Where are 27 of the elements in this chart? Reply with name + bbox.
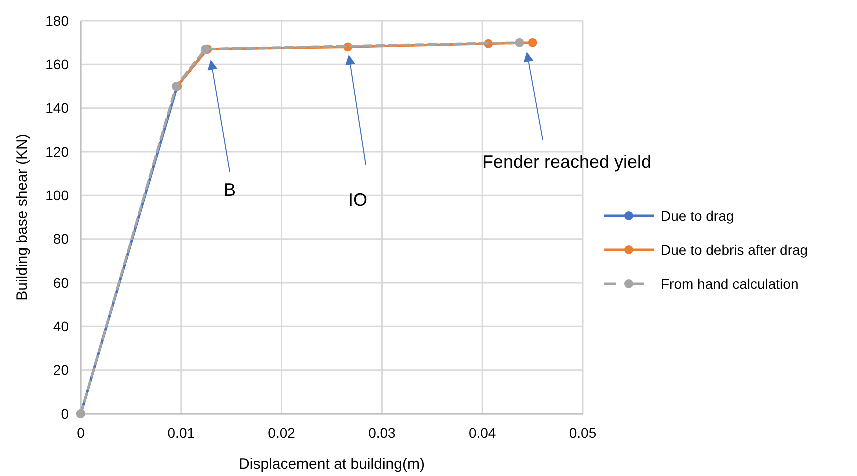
point xyxy=(515,38,524,48)
annotation: Fender reached yield xyxy=(482,152,652,172)
legend-label: Due to debris after drag xyxy=(661,242,808,258)
annotation: B xyxy=(224,180,236,200)
x-axis-title: Displacement at building(m) xyxy=(239,456,425,473)
y-tick-label: 0 xyxy=(61,406,70,422)
y-axis-title: Building base shear (KN) xyxy=(14,134,31,301)
y-tick-label: 160 xyxy=(46,56,70,73)
y-tick-label: 60 xyxy=(53,274,70,291)
y-tick-label: 100 xyxy=(46,188,70,204)
x-tick-label: 0.03 xyxy=(368,425,396,441)
y-tick-label: 180 xyxy=(46,12,70,29)
y-tick-label: 40 xyxy=(53,318,70,335)
y-tick-label: 140 xyxy=(46,100,70,116)
legend-label: Due to drag xyxy=(661,208,734,224)
x-tick-label: 0.05 xyxy=(569,425,597,441)
point xyxy=(200,44,210,54)
x-tick-label: 0.02 xyxy=(268,425,296,441)
x-tick-label: 0 xyxy=(77,425,86,441)
y-tick-label: 80 xyxy=(53,231,70,248)
annotation: IO xyxy=(348,190,368,210)
legend-label: From hand calculation xyxy=(661,276,799,292)
y-tick-label: 120 xyxy=(46,144,70,160)
y-tick-label: 20 xyxy=(53,362,70,378)
point xyxy=(528,38,538,48)
x-tick-label: 0.04 xyxy=(468,425,496,441)
x-tick-label: 0.01 xyxy=(168,425,196,441)
